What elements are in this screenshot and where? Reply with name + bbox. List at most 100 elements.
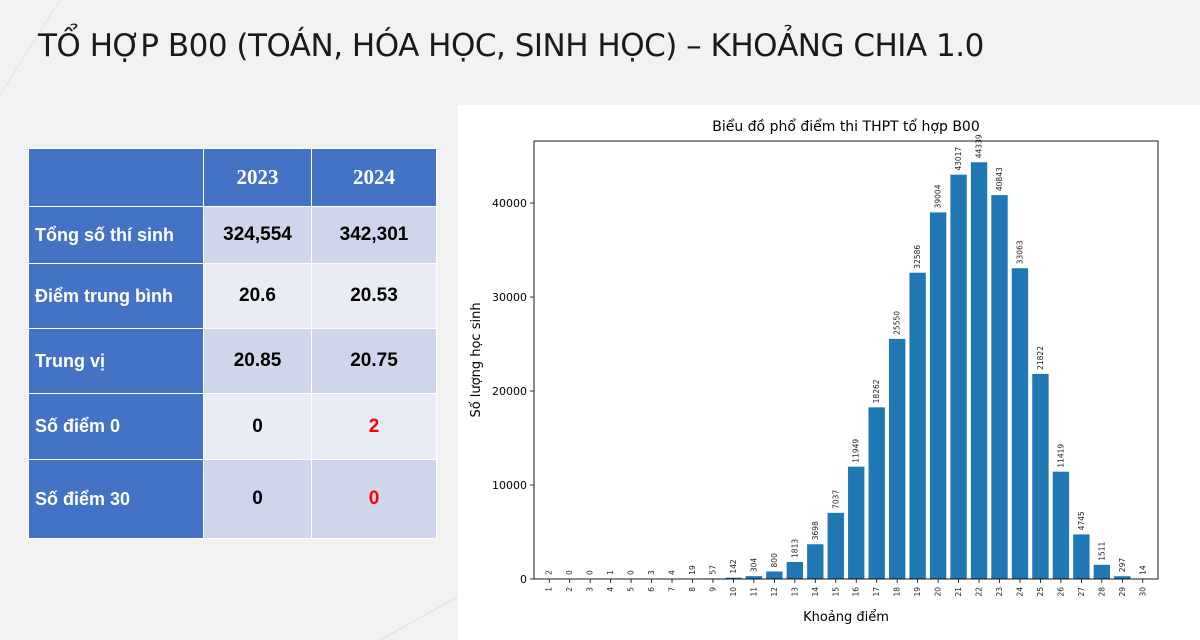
x-tick-label: 26 xyxy=(1056,587,1065,597)
bar xyxy=(848,466,865,579)
data-label: 25550 xyxy=(893,311,902,335)
table-header-row: 2023 2024 xyxy=(28,148,437,207)
data-label: 4 xyxy=(668,570,677,575)
x-tick-label: 19 xyxy=(913,587,922,597)
x-tick-label: 13 xyxy=(790,587,799,597)
data-label: 14 xyxy=(1138,565,1147,575)
x-tick-label: 16 xyxy=(852,587,861,597)
data-label: 33063 xyxy=(1015,240,1024,264)
score-distribution-chart: Biểu đồ phổ điểm thi THPT tổ hợp B002102… xyxy=(469,118,1159,625)
x-tick-label: 20 xyxy=(934,587,943,597)
table-header-2024: 2024 xyxy=(311,148,437,207)
data-label: 142 xyxy=(729,559,738,574)
data-label: 40843 xyxy=(995,167,1004,191)
bar xyxy=(909,272,926,579)
data-label: 43017 xyxy=(954,147,963,171)
data-label: 39004 xyxy=(934,184,943,208)
x-tick-label: 12 xyxy=(770,587,779,597)
slide-title: TỔ HỢP B00 (TOÁN, HÓA HỌC, SINH HỌC) – K… xyxy=(38,28,984,64)
data-label: 297 xyxy=(1118,558,1127,573)
y-tick-label: 10000 xyxy=(492,479,527,492)
table-header-corner xyxy=(28,148,204,207)
bar xyxy=(991,195,1008,580)
plot-area-frame xyxy=(533,140,1159,580)
x-tick-label: 9 xyxy=(708,587,717,592)
x-tick-label: 11 xyxy=(749,587,758,597)
x-tick-label: 15 xyxy=(831,587,840,597)
data-label: 11949 xyxy=(852,439,861,463)
table-row: Tổng số thí sinh 324,554 342,301 xyxy=(28,206,437,264)
bar xyxy=(725,577,742,579)
y-tick-label: 40000 xyxy=(492,197,527,210)
data-label: 2 xyxy=(545,570,554,575)
x-tick-label: 2 xyxy=(565,587,574,592)
data-label: 0 xyxy=(565,570,574,575)
row-label-total-candidates: Tổng số thí sinh xyxy=(28,206,204,264)
data-label: 32586 xyxy=(913,245,922,269)
x-tick-label: 29 xyxy=(1118,587,1127,597)
bar xyxy=(1052,471,1070,579)
y-tick-label: 20000 xyxy=(492,385,527,398)
x-tick-label: 22 xyxy=(975,587,984,597)
chart-title: Biểu đồ phổ điểm thi THPT tổ hợp B00 xyxy=(712,118,980,135)
table-row: Trung vị 20.85 20.75 xyxy=(28,328,437,394)
data-label: 18262 xyxy=(872,379,881,403)
data-label: 0 xyxy=(586,570,595,575)
x-tick-label: 10 xyxy=(729,587,738,597)
table-header-2023: 2023 xyxy=(203,148,312,207)
bar xyxy=(1073,534,1090,579)
bar xyxy=(1093,564,1111,579)
data-label: 4745 xyxy=(1077,511,1086,530)
table-row: Số điểm 0 0 2 xyxy=(28,393,437,460)
y-axis-label: Số lượng học sinh xyxy=(469,302,484,417)
data-label: 19 xyxy=(688,565,697,575)
x-tick-label: 6 xyxy=(647,587,656,592)
zero-scores-2024: 2 xyxy=(311,393,437,460)
total-candidates-2023: 324,554 xyxy=(203,206,312,264)
x-tick-label: 21 xyxy=(954,587,963,597)
median-2024: 20.75 xyxy=(311,328,437,394)
table-row: Điểm trung bình 20.6 20.53 xyxy=(28,263,437,329)
bar xyxy=(929,212,947,579)
bar xyxy=(827,512,844,579)
row-label-zero-scores: Số điểm 0 xyxy=(28,393,204,460)
data-label: 7037 xyxy=(831,490,840,509)
x-tick-label: 23 xyxy=(995,587,1004,597)
data-label: 11419 xyxy=(1056,444,1065,468)
row-label-perfect-scores: Số điểm 30 xyxy=(28,459,204,539)
x-axis-label: Khoảng điểm xyxy=(803,610,889,625)
chart-panel: Biểu đồ phổ điểm thi THPT tổ hợp B00 2 1 0 2… xyxy=(458,105,1200,640)
data-label: 21822 xyxy=(1036,346,1045,370)
median-2023: 20.85 xyxy=(203,328,312,394)
data-label: 3698 xyxy=(811,521,820,540)
data-label: 1511 xyxy=(1097,541,1106,560)
x-tick-label: 18 xyxy=(893,587,902,597)
x-tick-label: 30 xyxy=(1138,587,1147,597)
bar xyxy=(766,571,783,579)
average-score-2024: 20.53 xyxy=(311,263,437,329)
statistics-table: 2023 2024 Tổng số thí sinh 324,554 342,3… xyxy=(28,148,437,539)
x-tick-label: 1 xyxy=(545,587,554,592)
data-label: 3 xyxy=(647,570,656,575)
table-row: Số điểm 30 0 0 xyxy=(28,459,437,539)
x-tick-label: 25 xyxy=(1036,587,1045,597)
x-tick-label: 7 xyxy=(668,587,677,592)
x-tick-label: 27 xyxy=(1077,587,1086,597)
row-label-median: Trung vị xyxy=(28,328,204,394)
total-candidates-2024: 342,301 xyxy=(311,206,437,264)
average-score-2023: 20.6 xyxy=(203,263,312,329)
data-label: 44339 xyxy=(975,134,984,158)
x-tick-label: 17 xyxy=(872,587,881,597)
x-tick-label: 8 xyxy=(688,587,697,592)
bar xyxy=(807,544,824,579)
bar xyxy=(786,561,804,579)
data-label: 1 xyxy=(606,570,615,575)
y-tick-label: 30000 xyxy=(492,291,527,304)
x-tick-label: 5 xyxy=(627,587,636,592)
bar xyxy=(1114,576,1131,579)
bar xyxy=(970,162,988,579)
y-tick-label: 0 xyxy=(520,573,527,586)
bar xyxy=(888,338,906,579)
data-label: 800 xyxy=(770,553,779,568)
x-tick-label: 28 xyxy=(1097,587,1106,597)
